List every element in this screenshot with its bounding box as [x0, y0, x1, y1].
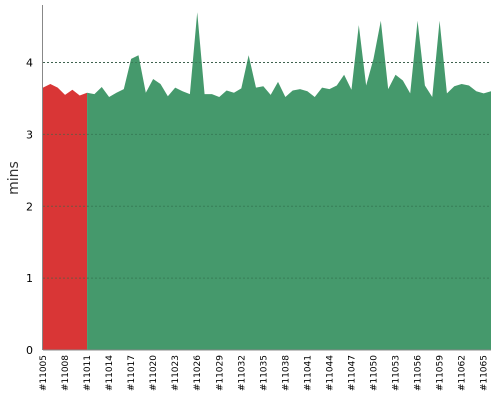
x-tick-label: #11044 — [325, 355, 335, 391]
x-tick-label: #11050 — [369, 355, 379, 391]
area-success — [87, 12, 491, 350]
y-axis-label: mins — [6, 161, 22, 195]
y-tick-labels: 0 1 2 3 4 — [26, 57, 33, 358]
x-tick-label: #11020 — [149, 355, 159, 391]
y-tick-label: 2 — [26, 200, 33, 213]
y-tick-label: 4 — [26, 57, 33, 70]
x-tick-label: #11065 — [480, 355, 490, 391]
x-tick-label: #11038 — [281, 355, 291, 391]
x-tick-label: #11032 — [237, 355, 247, 391]
x-tick-label: #11062 — [458, 355, 468, 391]
x-tick-label: #11035 — [259, 355, 269, 391]
y-tick-label: 3 — [26, 128, 33, 141]
x-tick-label: #11014 — [105, 355, 115, 391]
x-tick-labels: #11005 #11008 #11011 #11014 #11017 #11020 #110… — [39, 355, 490, 391]
area-failed — [43, 84, 88, 350]
x-tick-label: #11008 — [61, 355, 71, 391]
y-tick-label: 0 — [26, 344, 33, 357]
x-tick-label: #11029 — [215, 355, 225, 391]
axes — [42, 5, 491, 351]
area-series — [43, 12, 491, 350]
x-tick-label: #11059 — [436, 355, 446, 391]
x-tick-label: #11017 — [127, 355, 137, 391]
x-tick-label: #11011 — [83, 355, 93, 391]
y-tick-label: 1 — [26, 272, 33, 285]
grid-overlay — [43, 62, 491, 279]
x-tick-label: #11056 — [414, 355, 424, 391]
x-tick-label: #11047 — [347, 355, 357, 391]
x-tick-label: #11053 — [392, 355, 402, 391]
x-tick-label: #11023 — [171, 355, 181, 391]
x-tick-label: #11026 — [193, 355, 203, 391]
x-tick-label: #11041 — [303, 355, 313, 391]
x-tick-label: #11005 — [39, 355, 49, 391]
